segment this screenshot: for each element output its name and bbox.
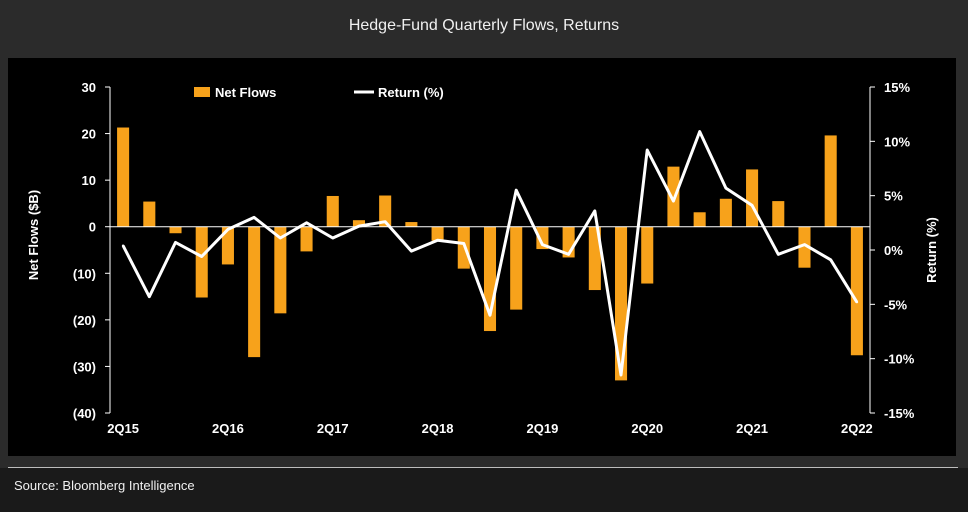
bar-4Q19 [588, 226, 601, 291]
y-right-tick-label: 15% [884, 80, 910, 95]
bar-3Q20 [667, 166, 680, 227]
return-point-1Q21 [724, 186, 728, 190]
x-tick-label: 2Q15 [107, 421, 139, 436]
return-line [121, 130, 859, 377]
bar-1Q16 [195, 226, 208, 298]
return-point-4Q18 [488, 314, 492, 317]
return-point-3Q17 [357, 224, 361, 228]
y-right-tick-label: -10% [884, 352, 915, 367]
x-axis: 2Q15 2Q16 2Q17 2Q18 2Q19 2Q20 2Q21 2Q22 [107, 421, 873, 436]
x-tick-label: 2Q16 [212, 421, 244, 436]
x-tick-label: 2Q19 [527, 421, 559, 436]
return-point-2Q22 [855, 300, 859, 304]
left-axis: 30 20 10 0 (10) (20) (30) (40) [73, 80, 111, 421]
return-point-4Q15 [174, 241, 177, 244]
y-right-tick-label: 0% [884, 243, 903, 258]
y-left-tick-label: 20 [82, 127, 96, 142]
y-left-tick-label: (10) [73, 266, 96, 281]
bar-3Q17 [352, 220, 365, 227]
return-point-3Q20 [672, 199, 675, 203]
bar-4Q21 [798, 226, 811, 268]
y-axis-right-label: Return (%) [924, 217, 939, 283]
chart-title: Hedge-Fund Quarterly Flows, Returns [0, 0, 968, 52]
bar-2Q15 [117, 127, 130, 227]
return-point-2Q18 [436, 239, 439, 242]
bar-1Q22 [824, 135, 837, 227]
return-point-2Q20 [646, 148, 649, 152]
y-left-tick-label: (30) [73, 359, 96, 374]
y-left-tick-label: (40) [73, 406, 96, 421]
source-note: Source: Bloomberg Intelligence [14, 478, 195, 493]
return-point-1Q22 [829, 258, 832, 261]
y-right-tick-label: -5% [884, 297, 908, 312]
return-point-1Q16 [200, 255, 203, 258]
return-point-3Q18 [462, 242, 465, 245]
return-point-4Q19 [593, 209, 597, 213]
return-point-2Q15 [121, 244, 125, 247]
bar-3Q21 [772, 201, 785, 227]
bar-4Q15 [169, 226, 182, 234]
return-point-4Q16 [279, 236, 282, 240]
legend-label-net-flows: Net Flows [215, 85, 276, 100]
right-axis: 15% 10% 5% 0% -5% -10% -15% [869, 80, 915, 421]
bar-4Q16 [274, 226, 287, 314]
bar-1Q21 [719, 198, 732, 227]
x-tick-label: 2Q21 [736, 421, 768, 436]
bar-4Q20 [693, 212, 706, 227]
bar-2Q20 [641, 226, 654, 284]
bar-2Q22 [850, 226, 863, 356]
return-point-2Q21 [750, 204, 754, 207]
bar-2Q21 [746, 169, 759, 227]
return-point-3Q16 [252, 216, 256, 219]
bar-2Q17 [326, 195, 339, 227]
x-tick-label: 2Q22 [841, 421, 873, 436]
net-flows-bars [110, 127, 870, 381]
return-point-1Q18 [410, 249, 413, 253]
bar-1Q18 [405, 222, 418, 227]
x-tick-label: 2Q18 [422, 421, 454, 436]
return-point-2Q17 [331, 236, 334, 240]
footer [0, 468, 968, 512]
y-axis-left-label: Net Flows ($B) [26, 190, 41, 280]
bar-3Q16 [248, 226, 261, 358]
bar-2Q16 [221, 226, 234, 265]
legend: Net Flows Return (%) [194, 85, 444, 100]
return-point-4Q17 [383, 220, 387, 223]
return-point-2Q16 [226, 228, 230, 231]
y-left-tick-label: 30 [82, 80, 96, 95]
y-right-tick-label: 5% [884, 189, 903, 204]
y-left-tick-label: 0 [89, 220, 96, 235]
return-point-4Q20 [698, 130, 701, 133]
plot-frame [8, 58, 956, 456]
bar-2Q18 [431, 226, 444, 241]
return-point-2Q19 [541, 243, 544, 246]
return-point-1Q20 [619, 373, 623, 377]
bar-1Q17 [300, 226, 313, 252]
return-point-3Q19 [567, 253, 570, 256]
y-right-tick-label: 10% [884, 134, 910, 149]
x-tick-label: 2Q20 [631, 421, 663, 436]
legend-swatch-net-flows [194, 87, 210, 97]
return-point-4Q21 [803, 243, 806, 246]
bar-2Q19 [536, 226, 549, 250]
bar-3Q15 [143, 201, 156, 227]
y-left-tick-label: 10 [82, 173, 96, 188]
y-right-tick-label: -15% [884, 406, 915, 421]
return-point-1Q19 [515, 189, 518, 192]
return-point-3Q21 [777, 253, 780, 256]
bar-1Q19 [510, 226, 523, 310]
bar-4Q17 [379, 195, 392, 227]
return-point-1Q17 [305, 221, 308, 225]
legend-label-return: Return (%) [378, 85, 444, 100]
y-left-tick-label: (20) [73, 313, 96, 328]
x-tick-label: 2Q17 [317, 421, 349, 436]
footer-divider [8, 467, 958, 468]
return-point-3Q15 [148, 295, 151, 298]
